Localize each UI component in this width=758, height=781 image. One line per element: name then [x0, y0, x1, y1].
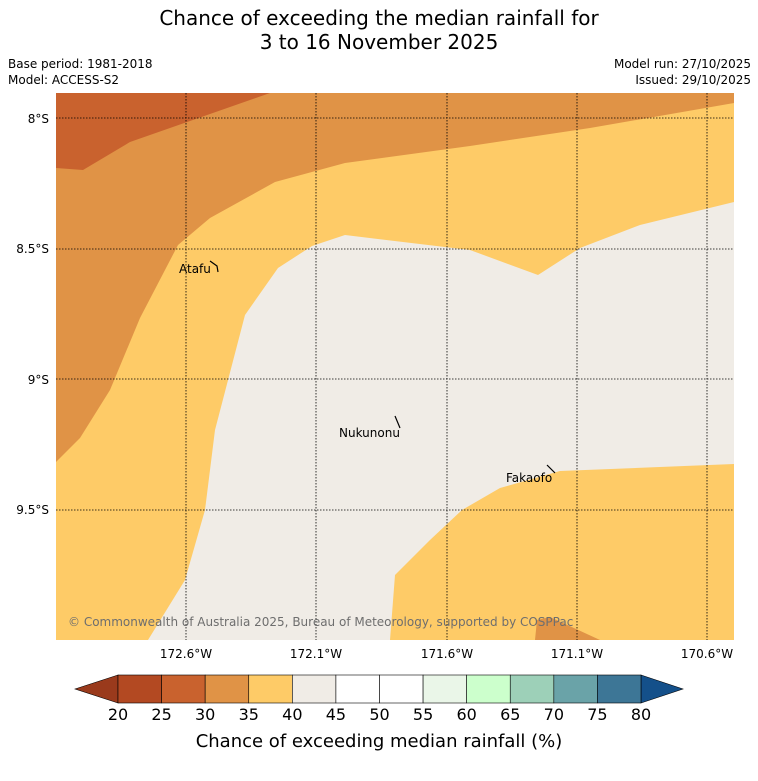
- colorbar-tick-40: 40: [282, 705, 302, 724]
- region-25-30: [56, 93, 270, 170]
- colorbar-tick-45: 45: [326, 705, 346, 724]
- colorbar-tick-25: 25: [151, 705, 171, 724]
- region-40-60: [148, 202, 734, 640]
- colorbar-segment-30-35: [204, 674, 250, 704]
- lon-label-171-1w: 171.1°W: [551, 647, 603, 661]
- lon-label-171-6w: 171.6°W: [421, 647, 473, 661]
- colorbar-segment-55-60: [422, 674, 467, 704]
- copyright-credit: © Commonwealth of Australia 2025, Bureau…: [68, 615, 573, 629]
- colorbar-ticks: 20 25 30 35 40 45 50 55 60 65 70 75 80: [108, 705, 651, 724]
- lon-label-172-6w: 172.6°W: [160, 647, 212, 661]
- colorbar-tick-35: 35: [239, 705, 259, 724]
- model-run-date: Model run: 27/10/2025: [613, 57, 751, 71]
- lat-label-9-5s: 9.5°S: [16, 503, 49, 517]
- colorbar-segment-25-30: [161, 674, 206, 704]
- colorbar-tick-75: 75: [587, 705, 607, 724]
- lat-label-9s: 9°S: [28, 373, 49, 387]
- atafu-atoll-outline: [209, 260, 219, 273]
- region-30-35-south: [535, 617, 600, 640]
- colorbar-segment-45-50: [335, 674, 380, 704]
- place-fakaofo: Fakaofo: [506, 471, 552, 485]
- place-atafu: Atafu: [179, 262, 211, 276]
- lon-label-170-6w: 170.6°W: [681, 647, 733, 661]
- lat-label-8-5s: 8.5°S: [16, 242, 49, 256]
- colorbar-tick-50: 50: [369, 705, 389, 724]
- colorbar-segment-35-40: [248, 674, 293, 704]
- colorbar-segment-40-45: [292, 674, 337, 704]
- colorbar-segment-75-80: [597, 674, 642, 704]
- colorbar-segment-50-55: [379, 674, 424, 704]
- colorbar-tick-70: 70: [544, 705, 564, 724]
- colorbar-tick-80: 80: [631, 705, 651, 724]
- colorbar-tick-65: 65: [500, 705, 520, 724]
- colorbar-title: Chance of exceeding median rainfall (%): [196, 731, 563, 752]
- map-title-line2: 3 to 16 November 2025: [259, 30, 499, 54]
- colorbar-over-arrow: [640, 674, 684, 704]
- colorbar-segment-20-25: [117, 674, 162, 704]
- colorbar: 20 25 30 35 40 45 50 55 60 65 70 75 80 Chance of exc…: [74, 674, 684, 752]
- issued-date: Issued: 29/10/2025: [635, 73, 751, 87]
- colorbar-tick-60: 60: [456, 705, 476, 724]
- lat-label-8s: 8°S: [28, 112, 49, 126]
- colorbar-segment-65-70: [509, 674, 555, 704]
- fakaofo-atoll-outline: [546, 464, 556, 474]
- colorbar-tick-20: 20: [108, 705, 128, 724]
- colorbar-under-arrow: [74, 674, 119, 704]
- place-nukunonu: Nukunonu: [339, 426, 400, 440]
- lon-label-172-1w: 172.1°W: [290, 647, 342, 661]
- colorbar-segments: [117, 674, 642, 704]
- colorbar-segment-60-65: [466, 674, 511, 704]
- base-period: Base period: 1981-2018: [8, 57, 153, 71]
- model-name: Model: ACCESS-S2: [8, 73, 120, 87]
- colorbar-tick-55: 55: [413, 705, 433, 724]
- colorbar-segment-70-75: [553, 674, 598, 704]
- colorbar-tick-30: 30: [195, 705, 215, 724]
- probability-fill: [56, 93, 734, 640]
- map-title-line1: Chance of exceeding the median rainfall …: [159, 6, 599, 30]
- nukunonu-atoll-outline: [394, 415, 401, 429]
- graticule: [56, 93, 734, 640]
